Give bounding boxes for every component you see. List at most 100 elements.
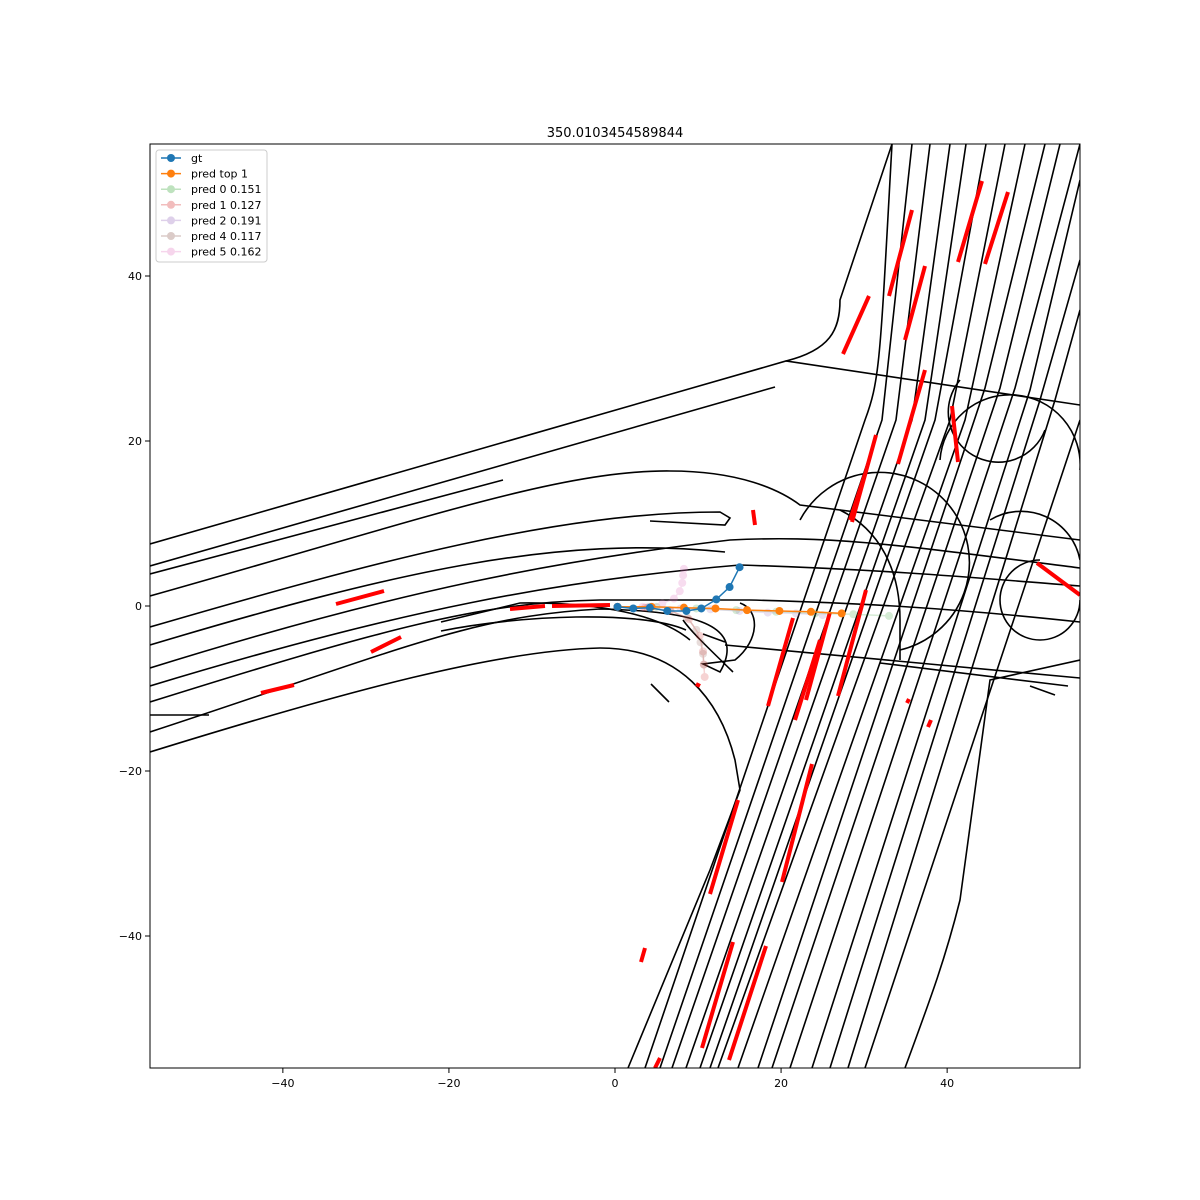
- lane-boundary-4: [150, 511, 732, 628]
- lane-boundary-11: [150, 647, 741, 1068]
- series-6-point-4: [675, 587, 684, 596]
- crosswalk-dash-12: [850, 434, 878, 523]
- legend: gt pred top 1 pred 0 0.151 pred 1 0.127 pred…: [155, 149, 268, 263]
- series-5-point-5: [696, 638, 705, 647]
- lane-boundary-28: [757, 144, 1046, 1068]
- legend-label-6: pred 5 0.162: [191, 246, 262, 259]
- series-4-point-4: [735, 606, 744, 615]
- series-0-point-1: [629, 604, 638, 613]
- lane-boundary-33: [847, 309, 1080, 1068]
- crosswalk-dash-24: [708, 799, 740, 895]
- legend-marker-6: [167, 247, 175, 256]
- x-tick-label-2: 0: [612, 1077, 619, 1090]
- series-6-point-6: [679, 571, 688, 580]
- crosswalk-dash-21: [700, 941, 735, 1049]
- legend-item-6: [161, 247, 181, 256]
- trajectory-layer: [613, 563, 894, 681]
- lane-boundary-41: [989, 510, 1080, 561]
- x-axis-ticks: −40 −20 0 20 40: [271, 1068, 954, 1090]
- lane-boundary-38: [939, 394, 1080, 470]
- x-tick-label-4: 40: [940, 1077, 954, 1090]
- series-line-5: [617, 606, 705, 665]
- y-tick-label-3: 20: [128, 435, 142, 448]
- series-3-point-6: [699, 660, 708, 669]
- crosswalk-dash-13: [896, 369, 927, 465]
- series-3: [613, 602, 709, 681]
- crosswalk-dash-8: [793, 639, 822, 721]
- lane-boundary-15: [682, 619, 734, 673]
- series-0-point-5: [697, 604, 706, 613]
- lane-boundary-3: [150, 470, 1080, 597]
- series-1-point-6: [806, 607, 815, 616]
- legend-item-0: [161, 154, 181, 162]
- legend-item-1: [161, 169, 181, 178]
- series-6-point-3: [669, 594, 678, 603]
- lane-boundary-36: [785, 144, 893, 362]
- legend-item-2: [161, 185, 181, 194]
- series-1-point-7: [837, 609, 846, 618]
- crosswalk-dash-6: [695, 682, 701, 688]
- crosswalk-dash-25: [639, 947, 647, 963]
- crosswalk-dash-15: [887, 209, 914, 297]
- lane-boundary-26: [717, 144, 1006, 1068]
- y-tick-label-4: 40: [128, 270, 142, 283]
- crosswalk-dash-0: [335, 589, 385, 606]
- series-6-point-2: [658, 599, 667, 608]
- crosswalk-dash-16: [841, 295, 871, 355]
- lane-boundary-2: [150, 479, 504, 575]
- series-6-point-5: [678, 578, 687, 587]
- legend-item-4: [161, 216, 181, 225]
- series-0-point-8: [735, 563, 744, 572]
- legend-label-3: pred 1 0.127: [191, 199, 262, 212]
- series-0-point-7: [725, 583, 734, 592]
- crosswalk-dash-10: [836, 589, 868, 697]
- crosswalk-dash-18: [956, 180, 984, 263]
- series-1-point-4: [743, 606, 752, 615]
- lane-boundary-5: [150, 546, 726, 646]
- crosswalk-dash-2: [260, 683, 295, 695]
- lane-boundary-25: [709, 144, 987, 1068]
- x-tick-label-0: −40: [271, 1077, 294, 1090]
- series-0: [613, 563, 744, 615]
- lane-boundary-39: [947, 379, 1046, 463]
- x-tick-label-1: −20: [437, 1077, 460, 1090]
- lane-boundary-21: [659, 144, 913, 1068]
- lane-boundary-14: [650, 683, 670, 703]
- legend-marker-0: [167, 154, 175, 162]
- series-line-1: [617, 606, 842, 615]
- lane-boundary-40: [999, 559, 1080, 641]
- series-5-point-3: [683, 613, 692, 622]
- series-0-point-6: [712, 595, 721, 604]
- legend-label-4: pred 2 0.191: [191, 214, 262, 227]
- series-3-point-7: [700, 672, 709, 681]
- series-0-point-0: [613, 602, 622, 611]
- lane-boundary-29: [771, 144, 1061, 1068]
- legend-item-3: [161, 200, 181, 209]
- lane-boundary-22: [671, 144, 931, 1068]
- legend-marker-3: [167, 200, 175, 209]
- legend-box: [155, 149, 268, 263]
- crosswalk-dash-4: [551, 603, 611, 608]
- series-6-point-7: [679, 564, 688, 573]
- lane-boundary-18: [879, 662, 1069, 687]
- crosswalk-dash-5: [751, 509, 757, 526]
- y-tick-label-1: −20: [119, 765, 142, 778]
- x-tick-label-3: 20: [774, 1077, 788, 1090]
- legend-label-5: pred 4 0.117: [191, 230, 262, 243]
- legend-label-0: gt: [191, 152, 203, 165]
- series-0-point-2: [645, 603, 654, 612]
- lane-boundary-30: [789, 144, 1080, 1068]
- lane-boundary-19: [1029, 685, 1056, 696]
- lane-boundary-31: [811, 179, 1080, 1068]
- lane-boundary-10: [150, 602, 756, 733]
- series-3-point-3: [684, 615, 693, 624]
- crosswalk-dash-28: [926, 719, 933, 728]
- lane-boundary-6: [150, 537, 1080, 669]
- crosswalk-dash-9: [804, 611, 832, 701]
- lane-boundary-24: [699, 144, 967, 1068]
- series-0-point-4: [682, 606, 691, 615]
- lane-boundary-20: [644, 144, 893, 1068]
- lane-boundary-7: [150, 564, 1080, 687]
- lane-boundary-16: [702, 633, 726, 643]
